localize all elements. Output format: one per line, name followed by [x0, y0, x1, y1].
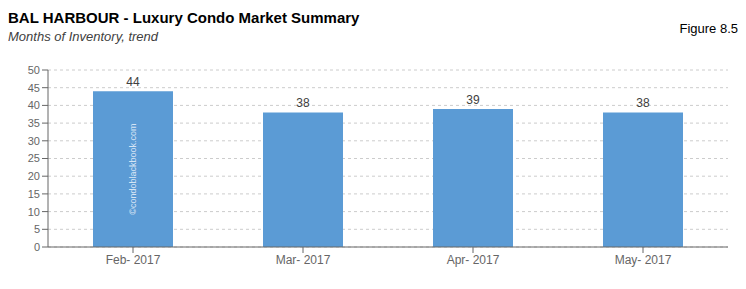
svg-text:©condoblackbook.com: ©condoblackbook.com: [128, 124, 138, 215]
svg-text:45: 45: [28, 82, 40, 94]
svg-text:25: 25: [28, 152, 40, 164]
svg-text:40: 40: [28, 99, 40, 111]
html-text:Figure 8.5: Figure 8.5: [679, 21, 738, 36]
svg-text:50: 50: [28, 64, 40, 76]
svg-text:Feb- 2017: Feb- 2017: [106, 253, 161, 267]
svg-text:May- 2017: May- 2017: [615, 253, 672, 267]
svg-text:15: 15: [28, 188, 40, 200]
svg-text:0: 0: [34, 241, 40, 253]
html-text:BAL HARBOUR - Luxury Condo Mar: BAL HARBOUR - Luxury Condo Market Summar…: [8, 9, 360, 26]
svg-text:30: 30: [28, 135, 40, 147]
svg-text:10: 10: [28, 206, 40, 218]
svg-text:Mar- 2017: Mar- 2017: [276, 253, 331, 267]
svg-text:38: 38: [636, 96, 650, 110]
svg-text:Apr- 2017: Apr- 2017: [447, 253, 500, 267]
svg-text:20: 20: [28, 170, 40, 182]
svg-text:39: 39: [466, 93, 480, 107]
svg-text:44: 44: [126, 75, 140, 89]
svg-text:38: 38: [296, 96, 310, 110]
svg-text:5: 5: [34, 223, 40, 235]
svg-text:35: 35: [28, 117, 40, 129]
html-text:Months of Inventory, trend: Months of Inventory, trend: [8, 29, 159, 44]
